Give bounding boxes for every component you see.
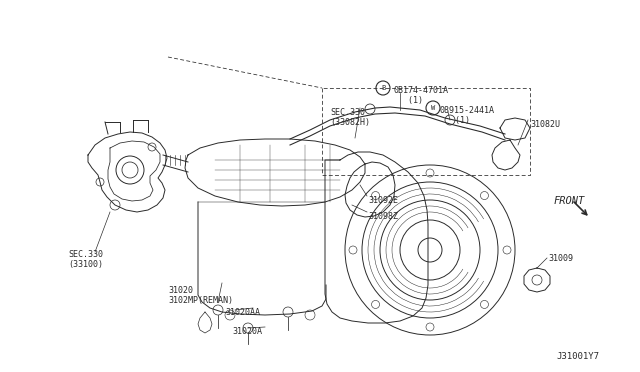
Text: 31098Z: 31098Z xyxy=(368,212,398,221)
Text: 31009: 31009 xyxy=(548,254,573,263)
Text: J31001Y7: J31001Y7 xyxy=(556,352,599,361)
Text: SEC.330
(33082H): SEC.330 (33082H) xyxy=(330,108,370,127)
Text: 31020
3102MP(REMAN): 31020 3102MP(REMAN) xyxy=(168,286,233,305)
Text: 31020AA: 31020AA xyxy=(225,308,260,317)
Text: 31082U: 31082U xyxy=(530,120,560,129)
Text: FRONT: FRONT xyxy=(554,196,585,206)
Text: 31020A: 31020A xyxy=(232,327,262,336)
Text: 08915-2441A
   (1): 08915-2441A (1) xyxy=(440,106,495,125)
Text: SEC.330
(33100): SEC.330 (33100) xyxy=(68,250,103,269)
Text: 0B174-4701A
   (1): 0B174-4701A (1) xyxy=(393,86,448,105)
Text: W: W xyxy=(431,105,435,111)
Text: B: B xyxy=(381,85,385,91)
Text: 31092E: 31092E xyxy=(368,196,398,205)
